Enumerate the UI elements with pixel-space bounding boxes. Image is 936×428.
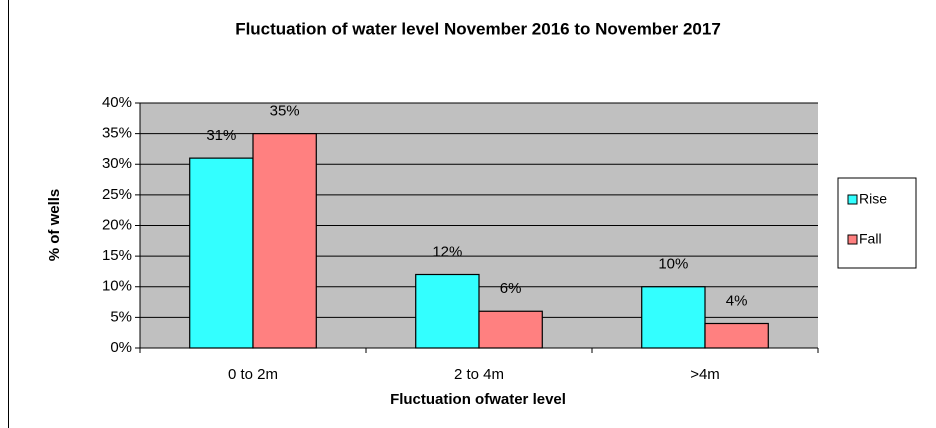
data-label: 6%: [500, 280, 522, 297]
legend-box: [837, 177, 917, 269]
bar: [252, 133, 317, 349]
legend-label: Fall: [859, 231, 882, 247]
x-tick-label: 0 to 2m: [228, 366, 278, 383]
y-axis-label: % of wells: [46, 189, 63, 262]
y-tick-label: 40%: [102, 94, 132, 111]
bar: [415, 273, 480, 349]
bar: [478, 310, 543, 349]
y-tick-label: 30%: [102, 155, 132, 172]
legend-swatch: [847, 234, 858, 245]
data-label: 4%: [726, 292, 748, 309]
data-label: 35%: [270, 103, 300, 120]
x-axis-label: Fluctuation ofwater level: [390, 391, 566, 408]
data-label: 10%: [658, 256, 688, 273]
y-tick-label: 0%: [110, 339, 132, 356]
data-label: 12%: [432, 243, 462, 260]
data-label: 31%: [206, 127, 236, 144]
legend-label: Rise: [859, 191, 887, 207]
bar: [641, 286, 706, 349]
y-tick-label: 10%: [102, 278, 132, 295]
chart-title: Fluctuation of water level November 2016…: [235, 19, 721, 38]
y-tick-label: 35%: [102, 125, 132, 142]
x-tick-label: >4m: [690, 366, 720, 383]
y-tick-label: 25%: [102, 186, 132, 203]
y-tick-label: 15%: [102, 247, 132, 264]
y-tick-label: 5%: [110, 308, 132, 325]
bar: [189, 157, 254, 349]
y-tick-label: 20%: [102, 216, 132, 233]
x-tick-label: 2 to 4m: [454, 366, 504, 383]
legend-swatch: [847, 194, 858, 205]
bar: [704, 322, 769, 349]
